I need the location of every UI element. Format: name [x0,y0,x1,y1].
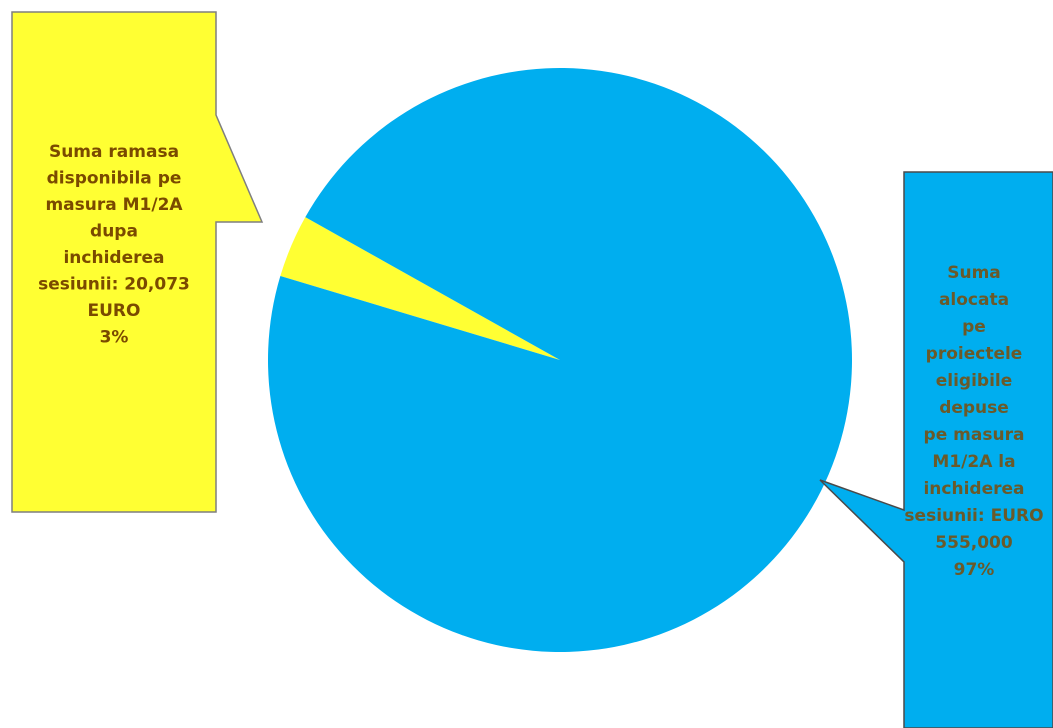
callout-label-line: disponibila pe [47,169,182,189]
callout-label-line: dupa [90,222,138,242]
callout-label-line: masura M1/2A [45,195,183,215]
callout-label-line: 3% [100,328,129,348]
pie-slices [268,67,853,652]
callout-label-line: pe [962,317,986,337]
callout-label-line: sesiunii: EURO [904,506,1043,526]
callout-label-line: depuse [939,398,1009,418]
callout-label-line: M1/2A la [932,452,1015,472]
callout-label-line: alocata [939,290,1009,310]
callout-label-line: sesiunii: 20,073 [38,275,190,295]
pie-slice-remaining [280,217,560,360]
callout-allocated: Suma alocata pe proiectele eligibile depuse pe… [819,171,1053,728]
callout-label-line: proiectele [926,344,1023,364]
pie-slice-allocated [268,67,853,652]
callout-label-line: eligibile [936,371,1013,391]
callout-remaining-label: Suma ramasa disponibila pe masura M1/2A dup… [38,142,190,348]
callout-allocated-label: Suma alocata pe proiectele eligibile depuse pe… [904,263,1043,580]
callout-label-line: Suma ramasa [49,142,179,162]
callout-allocated-box [819,171,1053,728]
callout-label-line: 97% [954,560,995,580]
callout-label-line: Suma [947,263,1001,283]
callout-label-line: inchiderea [63,248,164,268]
callout-label-line: pe masura [924,425,1025,445]
callout-remaining-box [11,11,264,513]
callout-label-line: 555,000 [935,533,1013,553]
callout-remaining: Suma ramasa disponibila pe masura M1/2A dup… [11,11,264,513]
callout-label-line: EURO [88,301,141,321]
callout-label-line: inchiderea [923,479,1024,499]
